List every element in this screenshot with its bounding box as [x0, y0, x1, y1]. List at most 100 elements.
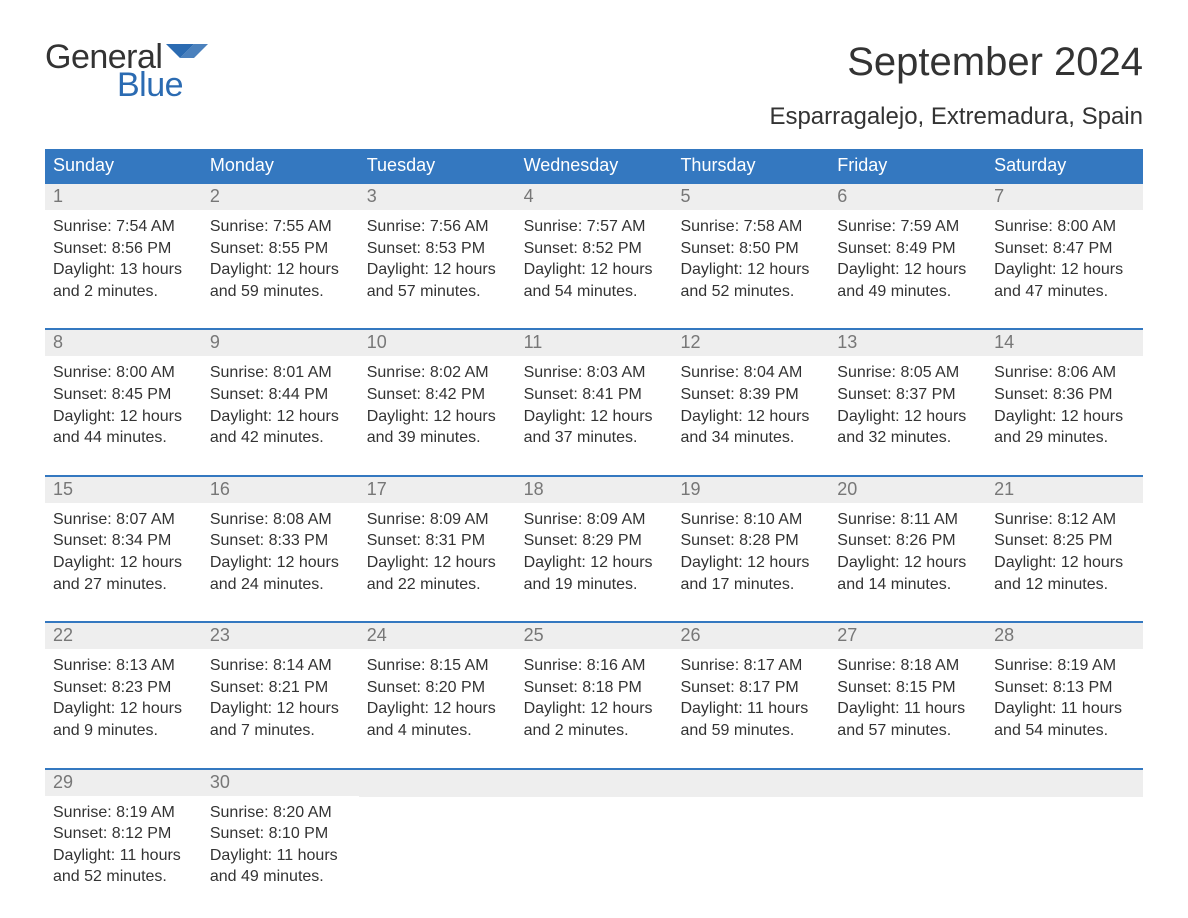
sunset-line: Sunset: 8:26 PM — [837, 530, 978, 552]
day-number — [829, 770, 986, 797]
sunset-value: 8:15 PM — [896, 679, 956, 696]
daylight-minutes: 29 — [1025, 429, 1043, 446]
day-number: 4 — [516, 184, 673, 210]
sunrise-value: 8:09 AM — [430, 511, 489, 528]
daylight-hours: 12 — [433, 554, 451, 571]
daylight-minutes: 32 — [868, 429, 886, 446]
daylight-minutes: 27 — [84, 576, 102, 593]
daylight-line: Daylight: 12 hours and 12 minutes. — [994, 552, 1135, 595]
sunset-line: Sunset: 8:39 PM — [680, 384, 821, 406]
sunrise-label: Sunrise: — [210, 218, 269, 235]
sunset-label: Sunset: — [210, 240, 264, 257]
daylight-minutes: 42 — [241, 429, 259, 446]
daylight-label: Daylight: — [837, 700, 899, 717]
minutes-word: minutes. — [254, 722, 314, 739]
daylight-line: Daylight: 12 hours and 32 minutes. — [837, 406, 978, 449]
daylight-line: Daylight: 13 hours and 2 minutes. — [53, 259, 194, 302]
sunset-value: 8:41 PM — [582, 386, 642, 403]
daylight-hours: 11 — [747, 700, 764, 717]
daylight-line: Daylight: 12 hours and 22 minutes. — [367, 552, 508, 595]
sunset-label: Sunset: — [524, 240, 578, 257]
and-word: and — [210, 283, 237, 300]
daylight-hours: 12 — [120, 554, 138, 571]
day-body: Sunrise: 8:00 AMSunset: 8:47 PMDaylight:… — [986, 210, 1143, 308]
sunset-value: 8:23 PM — [112, 679, 172, 696]
sunset-label: Sunset: — [367, 386, 421, 403]
day-number: 30 — [202, 770, 359, 796]
and-word: and — [210, 868, 237, 885]
sunset-label: Sunset: — [524, 679, 578, 696]
sunrise-value: 8:04 AM — [744, 364, 803, 381]
daylight-line: Daylight: 12 hours and 2 minutes. — [524, 698, 665, 741]
sunset-label: Sunset: — [210, 679, 264, 696]
daylight-hours: 12 — [904, 408, 922, 425]
sunrise-line: Sunrise: 8:02 AM — [367, 362, 508, 384]
sunset-label: Sunset: — [210, 386, 264, 403]
sunrise-label: Sunrise: — [994, 364, 1053, 381]
sunrise-value: 8:15 AM — [430, 657, 489, 674]
sunset-label: Sunset: — [53, 679, 107, 696]
sunset-value: 8:56 PM — [112, 240, 172, 257]
empty-day-cell — [516, 770, 673, 894]
daylight-minutes: 59 — [241, 283, 259, 300]
sunset-line: Sunset: 8:18 PM — [524, 677, 665, 699]
sunset-value: 8:52 PM — [582, 240, 642, 257]
sunrise-line: Sunrise: 8:19 AM — [53, 802, 194, 824]
sunset-line: Sunset: 8:44 PM — [210, 384, 351, 406]
day-cell: 27Sunrise: 8:18 AMSunset: 8:15 PMDayligh… — [829, 623, 986, 747]
day-cell: 14Sunrise: 8:06 AMSunset: 8:36 PMDayligh… — [986, 330, 1143, 454]
daylight-label: Daylight: — [524, 408, 586, 425]
hours-word: hours — [456, 700, 496, 717]
day-cell: 17Sunrise: 8:09 AMSunset: 8:31 PMDayligh… — [359, 477, 516, 601]
sunset-line: Sunset: 8:13 PM — [994, 677, 1135, 699]
sunrise-value: 8:10 AM — [744, 511, 803, 528]
sunset-line: Sunset: 8:41 PM — [524, 384, 665, 406]
sunrise-value: 8:14 AM — [273, 657, 332, 674]
sunrise-value: 8:12 AM — [1057, 511, 1116, 528]
minutes-word: minutes. — [734, 429, 794, 446]
day-number: 21 — [986, 477, 1143, 503]
and-word: and — [210, 722, 237, 739]
sunset-label: Sunset: — [994, 240, 1048, 257]
daylight-minutes: 2 — [555, 722, 564, 739]
minutes-word: minutes. — [420, 429, 480, 446]
sunset-line: Sunset: 8:23 PM — [53, 677, 194, 699]
sunset-value: 8:39 PM — [739, 386, 799, 403]
sunrise-label: Sunrise: — [210, 364, 269, 381]
minutes-word: minutes. — [568, 722, 628, 739]
sunset-value: 8:26 PM — [896, 532, 956, 549]
minutes-word: minutes. — [734, 283, 794, 300]
daylight-minutes: 24 — [241, 576, 259, 593]
daylight-label: Daylight: — [680, 261, 742, 278]
sunrise-label: Sunrise: — [524, 364, 583, 381]
day-cell: 12Sunrise: 8:04 AMSunset: 8:39 PMDayligh… — [672, 330, 829, 454]
day-number: 11 — [516, 330, 673, 356]
daylight-label: Daylight: — [994, 700, 1056, 717]
day-cell: 26Sunrise: 8:17 AMSunset: 8:17 PMDayligh… — [672, 623, 829, 747]
daylight-line: Daylight: 12 hours and 39 minutes. — [367, 406, 508, 449]
week-row: 15Sunrise: 8:07 AMSunset: 8:34 PMDayligh… — [45, 475, 1143, 601]
minutes-word: minutes. — [263, 429, 323, 446]
sunrise-label: Sunrise: — [524, 511, 583, 528]
minutes-word: minutes. — [891, 283, 951, 300]
daylight-minutes: 54 — [1025, 722, 1043, 739]
sunrise-line: Sunrise: 8:03 AM — [524, 362, 665, 384]
day-body: Sunrise: 8:18 AMSunset: 8:15 PMDaylight:… — [829, 649, 986, 747]
minutes-word: minutes. — [106, 576, 166, 593]
minutes-word: minutes. — [98, 722, 158, 739]
hours-word: hours — [926, 261, 966, 278]
daylight-label: Daylight: — [524, 261, 586, 278]
day-number: 26 — [672, 623, 829, 649]
day-number: 19 — [672, 477, 829, 503]
day-cell: 20Sunrise: 8:11 AMSunset: 8:26 PMDayligh… — [829, 477, 986, 601]
empty-day-cell — [672, 770, 829, 894]
minutes-word: minutes. — [734, 722, 794, 739]
day-cell: 3Sunrise: 7:56 AMSunset: 8:53 PMDaylight… — [359, 184, 516, 308]
minutes-word: minutes. — [577, 576, 637, 593]
sunrise-label: Sunrise: — [367, 657, 426, 674]
sunrise-value: 8:18 AM — [900, 657, 959, 674]
daylight-label: Daylight: — [524, 700, 586, 717]
sunrise-label: Sunrise: — [367, 218, 426, 235]
logo: General Blue — [45, 40, 208, 102]
day-body: Sunrise: 7:55 AMSunset: 8:55 PMDaylight:… — [202, 210, 359, 308]
